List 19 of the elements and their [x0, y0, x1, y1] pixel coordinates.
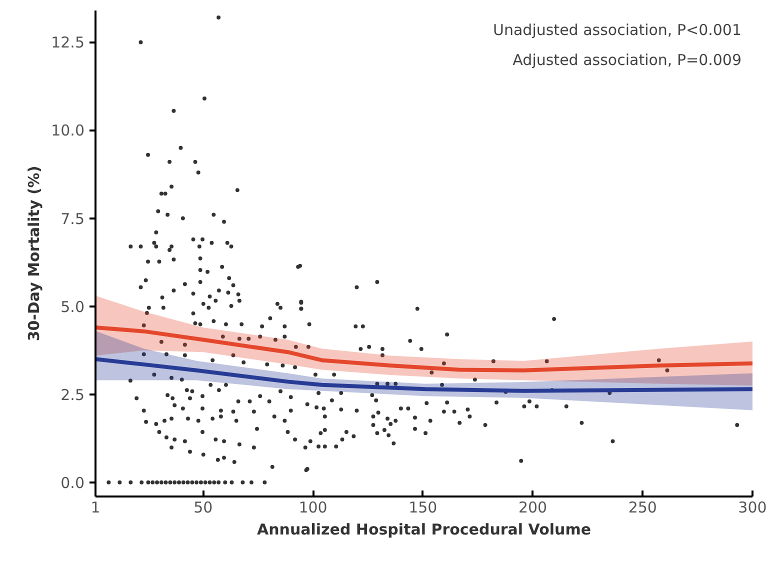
x-tick-label: 250: [628, 498, 657, 516]
y-axis-title: 30-Day Mortality (%): [25, 166, 44, 342]
x-tick-label: 200: [518, 498, 548, 516]
x-tick-label: 150: [408, 498, 438, 516]
y-tick-label: 0.0: [60, 474, 85, 492]
x-axis-title: Annualized Hospital Procedural Volume: [256, 520, 592, 538]
annotation: Adjusted association, P=0.009: [512, 51, 742, 69]
y-tick-label: 10.0: [51, 122, 85, 140]
x-tick-label: 300: [738, 498, 767, 516]
line-series: [96, 325, 752, 372]
line-series: [96, 357, 752, 393]
y-tick-label: 5.0: [60, 298, 85, 316]
y-tick-label: 7.5: [60, 210, 85, 228]
annotation: Unadjusted association, P<0.001: [492, 21, 742, 40]
y-tick-label: 12.5: [51, 34, 85, 52]
x-tick-label: 100: [298, 498, 328, 516]
x-tick-label: 50: [194, 498, 213, 516]
x-tick-label: 1: [90, 498, 100, 516]
y-tick-label: 2.5: [60, 386, 85, 404]
